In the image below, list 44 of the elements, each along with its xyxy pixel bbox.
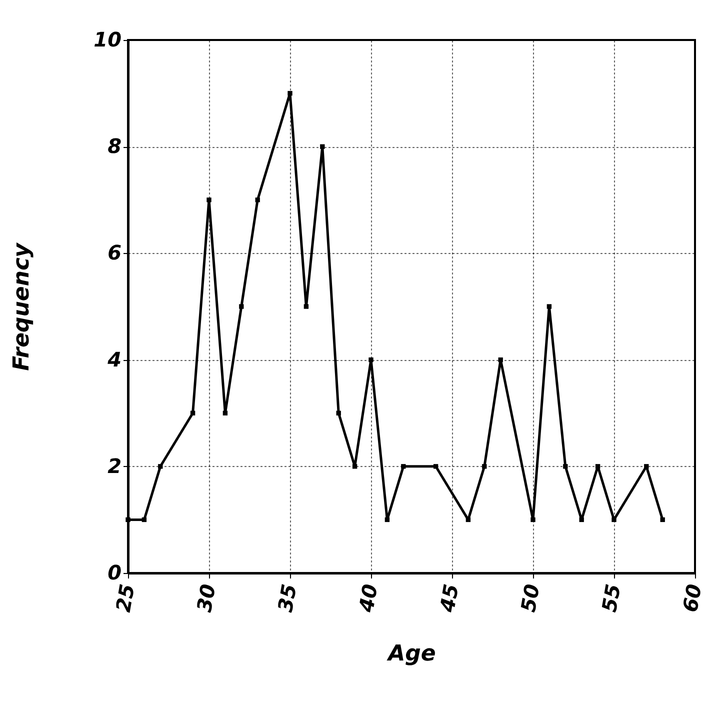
- point: [546, 304, 552, 309]
- point: [433, 464, 438, 469]
- x-tick-label: 50: [516, 582, 544, 614]
- point: [660, 517, 665, 522]
- point: [595, 464, 600, 469]
- point: [126, 517, 130, 522]
- point: [384, 517, 390, 522]
- point: [368, 357, 374, 362]
- point: [142, 517, 147, 522]
- x-tick-label: 55: [596, 582, 626, 614]
- point: [288, 90, 292, 96]
- x-axis-title: Age: [386, 642, 436, 667]
- y-tick-label: 4: [106, 347, 122, 372]
- point: [498, 357, 503, 362]
- point: [579, 517, 584, 522]
- point: [466, 517, 471, 522]
- point: [222, 410, 228, 416]
- point: [239, 304, 244, 309]
- y-tick-label: 0: [108, 560, 122, 584]
- point: [530, 517, 536, 522]
- point: [206, 198, 212, 202]
- point: [255, 198, 260, 202]
- point: [336, 410, 341, 416]
- point: [304, 304, 309, 309]
- point: [563, 464, 568, 469]
- y-tick-label: 2: [108, 454, 122, 478]
- x-tick-label: 60: [678, 582, 706, 614]
- point: [320, 144, 325, 149]
- point: [352, 464, 358, 469]
- y-axis-title: Frequency: [10, 241, 35, 371]
- x-tick-label: 35: [272, 582, 302, 614]
- point: [401, 464, 406, 469]
- point: [644, 464, 649, 469]
- point: [612, 517, 616, 522]
- x-tick-label: 45: [434, 582, 464, 615]
- x-tick-label: 25: [110, 582, 140, 614]
- y-tick-label: 8: [108, 134, 122, 158]
- point: [158, 464, 163, 469]
- y-tick-label: 6: [108, 240, 122, 265]
- x-tick-label: 40: [354, 582, 382, 615]
- point: [190, 410, 196, 416]
- x-tick-label: 30: [192, 582, 220, 614]
- y-tick-label: 10: [94, 28, 122, 52]
- point: [482, 464, 487, 469]
